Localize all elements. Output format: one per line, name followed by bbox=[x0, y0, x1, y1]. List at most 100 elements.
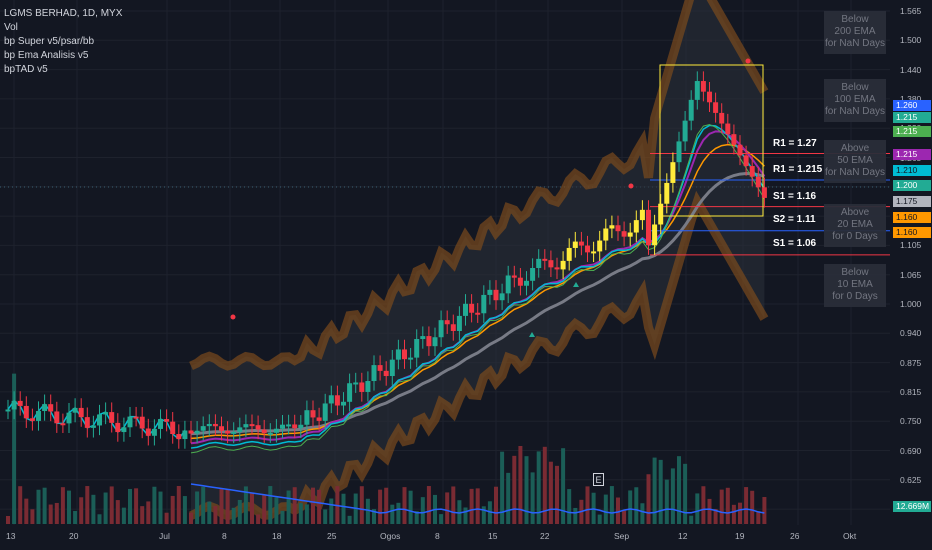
candle bbox=[707, 91, 712, 103]
range-box bbox=[659, 64, 764, 217]
candle bbox=[743, 155, 749, 167]
candle bbox=[206, 423, 212, 427]
volume-bar bbox=[317, 489, 322, 524]
candle bbox=[432, 337, 438, 347]
candle bbox=[139, 416, 145, 429]
candle bbox=[182, 430, 188, 440]
volume-bar bbox=[164, 512, 169, 524]
candle bbox=[115, 422, 121, 433]
candle bbox=[359, 382, 365, 392]
candle bbox=[603, 228, 609, 241]
price-tick: 0.875 bbox=[900, 357, 922, 368]
volume-bar bbox=[530, 472, 535, 524]
candle bbox=[481, 294, 487, 314]
volume-bar bbox=[756, 511, 761, 524]
volume-bar bbox=[262, 494, 267, 524]
price-tag: 1.215 bbox=[893, 126, 931, 137]
volume-bar bbox=[402, 487, 407, 524]
candle bbox=[560, 260, 566, 270]
ema-status-10: Below 10 EMA for 0 Days bbox=[824, 264, 886, 307]
time-tick: 12 bbox=[678, 531, 688, 541]
volume-bar bbox=[481, 506, 486, 524]
candle bbox=[292, 424, 298, 429]
volume-bar bbox=[256, 514, 261, 524]
volume-bar bbox=[573, 507, 578, 524]
candle bbox=[755, 176, 761, 188]
volume-bar bbox=[97, 514, 102, 524]
volume-bar bbox=[146, 501, 151, 524]
volume-bar bbox=[329, 498, 334, 524]
volume-bar bbox=[713, 509, 718, 524]
indicator-ema-analysis[interactable]: bp Ema Analisis v5 bbox=[4, 50, 89, 61]
candle bbox=[322, 403, 328, 421]
volume-bar bbox=[426, 486, 431, 524]
symbol-title[interactable]: LGMS BERHAD, 1D, MYX bbox=[4, 8, 123, 19]
candle bbox=[353, 382, 359, 385]
candle bbox=[310, 410, 316, 418]
volume-bar bbox=[18, 486, 23, 524]
candle bbox=[469, 303, 475, 313]
price-tick: 1.000 bbox=[900, 299, 922, 309]
candle bbox=[188, 430, 194, 434]
candle bbox=[84, 417, 90, 428]
earnings-marker[interactable]: E bbox=[593, 473, 604, 486]
candle bbox=[377, 365, 383, 371]
volume-bar bbox=[24, 498, 29, 524]
volume-bar bbox=[140, 506, 145, 524]
volume-bar bbox=[506, 472, 511, 524]
indicator-bptad[interactable]: bpTAD v5 bbox=[4, 64, 48, 75]
candle bbox=[578, 241, 584, 246]
candle bbox=[219, 426, 224, 431]
volume-bar bbox=[445, 492, 450, 524]
volume-bar bbox=[115, 500, 120, 524]
candle bbox=[664, 182, 670, 204]
candle bbox=[615, 225, 621, 232]
volume-bar bbox=[524, 456, 529, 524]
candle bbox=[29, 418, 35, 421]
candle bbox=[225, 430, 231, 434]
candle bbox=[536, 258, 542, 269]
volume-bar bbox=[518, 446, 523, 524]
candle bbox=[639, 209, 645, 221]
volume-ma-line bbox=[190, 483, 765, 514]
price-tick: 1.500 bbox=[900, 35, 922, 46]
candle bbox=[438, 320, 444, 338]
candle bbox=[365, 381, 371, 392]
volume-bar bbox=[304, 504, 309, 524]
volume-bar bbox=[79, 497, 84, 524]
ema-status-200: Below 200 EMA for NaN Days bbox=[824, 11, 886, 54]
chart-annotations bbox=[230, 58, 751, 337]
indicator-vol[interactable]: Vol bbox=[4, 22, 18, 33]
volume-bar bbox=[311, 487, 315, 524]
indicator-super[interactable]: bp Super v5/psar/bb bbox=[4, 36, 95, 47]
volume-bar bbox=[542, 446, 547, 524]
candle bbox=[66, 412, 72, 424]
price-tick: 0.750 bbox=[900, 416, 922, 427]
volume-bar bbox=[469, 488, 474, 524]
volume-bar bbox=[646, 474, 651, 524]
price-tag: 1.260 bbox=[893, 100, 931, 111]
level-label-r1b: R1 = 1.215 bbox=[773, 164, 823, 175]
candle bbox=[36, 411, 41, 421]
candle bbox=[54, 411, 60, 424]
volume-bar bbox=[725, 487, 730, 524]
candle bbox=[682, 120, 688, 142]
candle bbox=[554, 267, 560, 270]
time-tick: 25 bbox=[327, 531, 337, 541]
volume-bar bbox=[73, 511, 78, 524]
candle bbox=[78, 407, 84, 418]
volume-bar bbox=[689, 515, 694, 524]
price-tag: 1.175 bbox=[893, 196, 931, 207]
candle bbox=[42, 404, 48, 412]
candle bbox=[5, 409, 11, 412]
buy-arrow bbox=[573, 282, 579, 287]
candle bbox=[725, 123, 731, 135]
candle bbox=[304, 410, 310, 425]
volume-bar bbox=[555, 465, 559, 524]
volume-bar bbox=[213, 506, 218, 524]
candle bbox=[341, 401, 346, 406]
time-tick: 15 bbox=[488, 531, 498, 541]
volume-bar bbox=[201, 486, 206, 524]
price-tag: 12.669M bbox=[893, 501, 931, 512]
